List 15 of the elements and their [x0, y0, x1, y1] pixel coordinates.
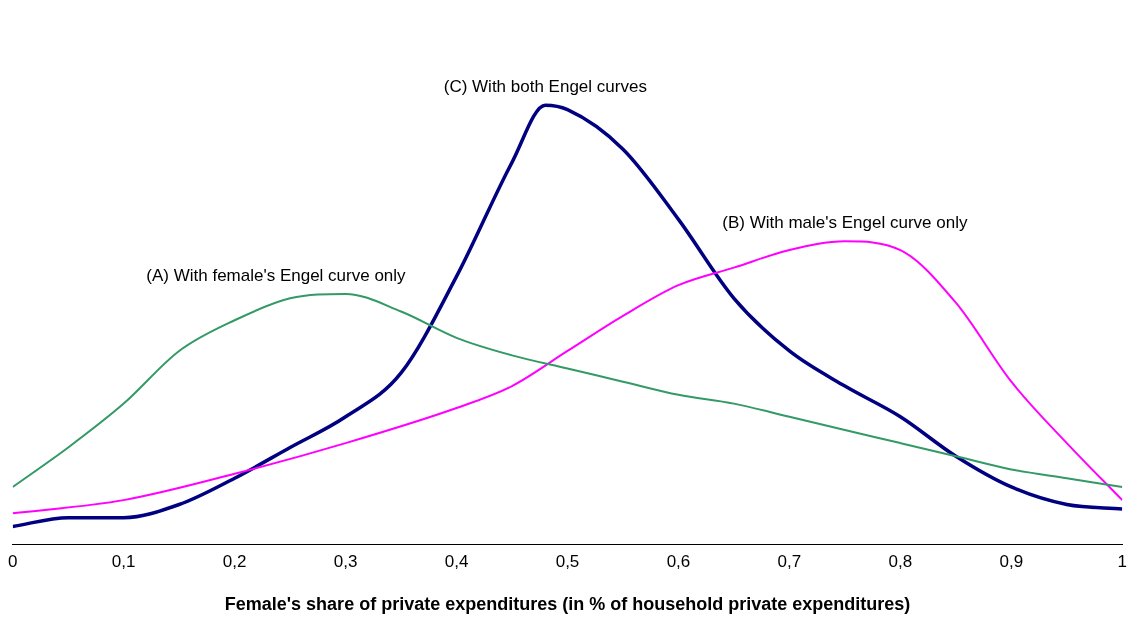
x-tick-label: 0 — [7, 551, 18, 571]
x-tick-label: 0,6 — [666, 551, 691, 571]
x-tick-label: 0,3 — [333, 551, 358, 571]
series-label: (B) With male's Engel curve only — [722, 213, 968, 233]
x-tick-label: 0,2 — [222, 551, 247, 571]
x-tick-label: 0,9 — [999, 551, 1024, 571]
x-axis-title: Female's share of private expenditures (in % of household private expenditures) — [224, 594, 911, 615]
x-tick-label: 0,8 — [888, 551, 913, 571]
x-tick-label: 0,1 — [111, 551, 136, 571]
x-tick-label: 0,7 — [777, 551, 802, 571]
x-tick-label: 0,5 — [555, 551, 580, 571]
series-label: (C) With both Engel curves — [443, 77, 647, 97]
series-label: (A) With female's Engel curve only — [146, 266, 407, 286]
x-tick-label: 1 — [1117, 551, 1128, 571]
x-tick-label: 0,4 — [444, 551, 469, 571]
